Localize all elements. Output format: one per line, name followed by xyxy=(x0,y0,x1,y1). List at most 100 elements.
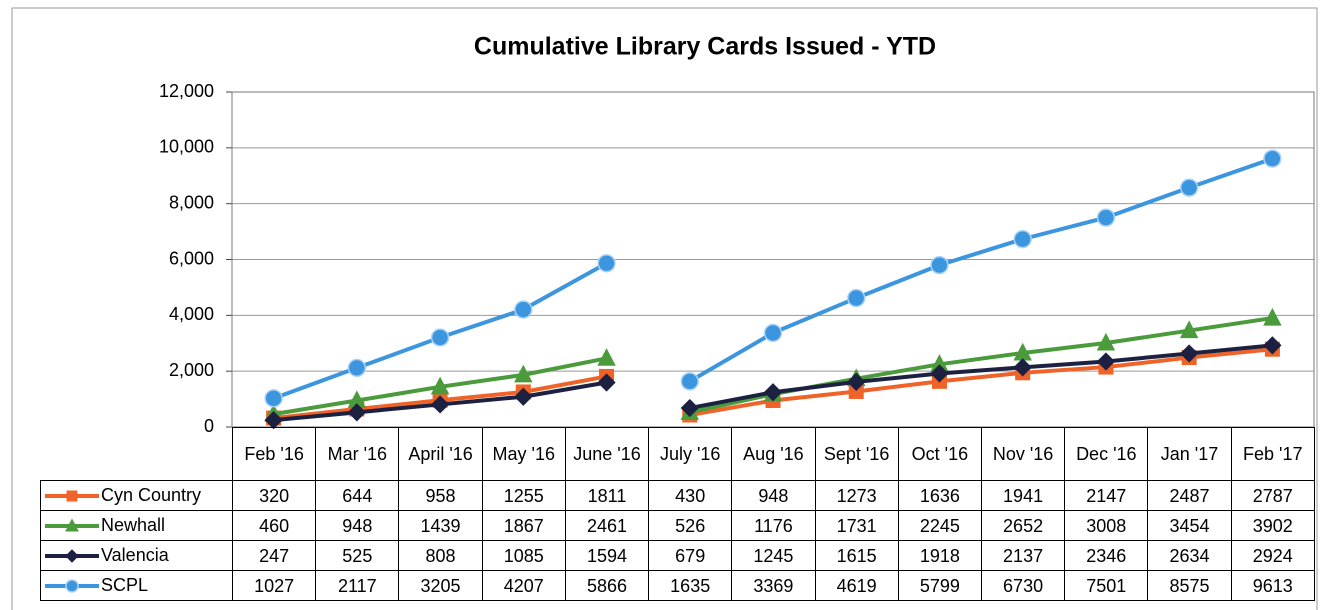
y-tick-label: 10,000 xyxy=(159,137,214,157)
legend-swatch xyxy=(45,549,99,563)
value-cell: 2117 xyxy=(315,570,400,601)
value-cell: 3008 xyxy=(1064,510,1149,541)
marker xyxy=(1179,320,1199,339)
value-cell: 8575 xyxy=(1147,570,1232,601)
marker xyxy=(264,389,283,408)
value-cell: 1941 xyxy=(980,480,1066,511)
value-cell: 1176 xyxy=(731,510,816,541)
value-cell: 526 xyxy=(648,510,733,541)
value-cell: 1085 xyxy=(481,540,566,571)
marker xyxy=(763,323,783,343)
value-cell: 3902 xyxy=(1230,510,1315,541)
value-cell: 247 xyxy=(231,540,317,571)
marker xyxy=(430,328,450,347)
value-cell: 1867 xyxy=(481,510,566,541)
category-label: Dec '16 xyxy=(1064,427,1149,481)
value-cell: 1245 xyxy=(731,540,816,571)
chart-frame xyxy=(11,7,1318,610)
marker xyxy=(597,348,616,366)
value-cell: 1255 xyxy=(481,480,566,511)
value-cell: 5866 xyxy=(564,570,650,601)
value-cell: 6730 xyxy=(980,570,1066,601)
series-row: SCPL 1027 2117 3205 4207 5866 1635 3369 4619 5799… xyxy=(40,570,1315,601)
value-cell: 2634 xyxy=(1147,540,1232,571)
value-cell: 4619 xyxy=(814,570,899,601)
legend-cell: Newhall xyxy=(40,510,233,541)
y-tick-label: 0 xyxy=(204,416,214,436)
category-label: Aug '16 xyxy=(731,427,816,481)
value-cell: 2137 xyxy=(980,540,1066,571)
series-line xyxy=(689,347,1273,417)
marker xyxy=(1096,352,1116,371)
marker xyxy=(430,376,450,395)
category-label: April '16 xyxy=(398,427,483,481)
category-label: Feb '17 xyxy=(1230,427,1315,481)
y-tick-label: 4,000 xyxy=(169,304,214,324)
value-cell: 430 xyxy=(648,480,733,511)
value-cell: 5799 xyxy=(897,570,982,601)
marker xyxy=(1013,229,1032,249)
value-cell: 2147 xyxy=(1064,480,1149,511)
legend-swatch xyxy=(45,490,99,502)
category-label: May '16 xyxy=(481,427,566,481)
marker xyxy=(66,490,78,502)
category-label: Jan '17 xyxy=(1147,427,1232,481)
marker xyxy=(514,364,533,383)
value-cell: 1027 xyxy=(231,570,317,601)
value-cell: 1439 xyxy=(398,510,483,541)
marker xyxy=(1096,332,1116,351)
value-cell: 1731 xyxy=(814,510,899,541)
marker xyxy=(514,300,533,319)
marker xyxy=(1263,307,1282,326)
series-row: Cyn Country 320 644 958 1255 1811 430 948 1273 16… xyxy=(40,480,1315,511)
value-cell: 1918 xyxy=(897,540,982,571)
marker xyxy=(847,288,866,308)
value-cell: 7501 xyxy=(1064,570,1149,601)
category-label: July '16 xyxy=(648,427,733,481)
marker xyxy=(65,549,79,563)
legend-label: Valencia xyxy=(101,544,169,565)
value-cell: 3205 xyxy=(398,570,483,601)
legend-swatch xyxy=(45,579,99,593)
marker xyxy=(1096,208,1116,227)
marker xyxy=(930,255,949,275)
value-cell: 2652 xyxy=(980,510,1066,541)
blank-cell xyxy=(41,428,233,481)
value-cell: 3369 xyxy=(731,570,816,601)
legend-cell: SCPL xyxy=(40,570,233,601)
marker xyxy=(65,579,79,593)
value-cell: 4207 xyxy=(481,570,566,601)
marker xyxy=(1180,344,1199,363)
category-label: June '16 xyxy=(564,427,650,481)
value-cell: 2461 xyxy=(564,510,650,541)
series-line xyxy=(689,343,1273,411)
series-row: Newhall 460 948 1439 1867 2461 526 1176 1731 2245… xyxy=(40,510,1315,541)
category-label: Oct '16 xyxy=(897,427,982,481)
value-cell: 525 xyxy=(315,540,400,571)
legend-label: SCPL xyxy=(101,574,149,595)
chart-title: Cumulative Library Cards Issued - YTD xyxy=(474,33,936,61)
marker xyxy=(347,403,366,422)
marker xyxy=(1013,358,1032,377)
value-cell: 1273 xyxy=(814,480,899,511)
value-cell: 948 xyxy=(731,480,816,511)
value-cell: 2487 xyxy=(1147,480,1232,511)
marker xyxy=(930,364,949,383)
marker xyxy=(597,373,616,392)
marker xyxy=(597,254,616,273)
marker xyxy=(65,518,79,532)
marker xyxy=(680,372,699,391)
category-label: Nov '16 xyxy=(980,427,1066,481)
value-cell: 460 xyxy=(231,510,317,541)
value-cell: 3454 xyxy=(1147,510,1232,541)
value-cell: 2245 xyxy=(897,510,982,541)
marker xyxy=(680,398,699,418)
value-cell: 320 xyxy=(231,480,317,511)
value-cell: 958 xyxy=(398,480,483,511)
category-label: Feb '16 xyxy=(231,427,317,481)
marker xyxy=(1263,336,1282,355)
y-tick-label: 8,000 xyxy=(169,192,214,212)
series-row: Valencia 247 525 808 1085 1594 679 1245 1615 1918… xyxy=(40,540,1315,571)
value-cell: 1635 xyxy=(648,570,733,601)
